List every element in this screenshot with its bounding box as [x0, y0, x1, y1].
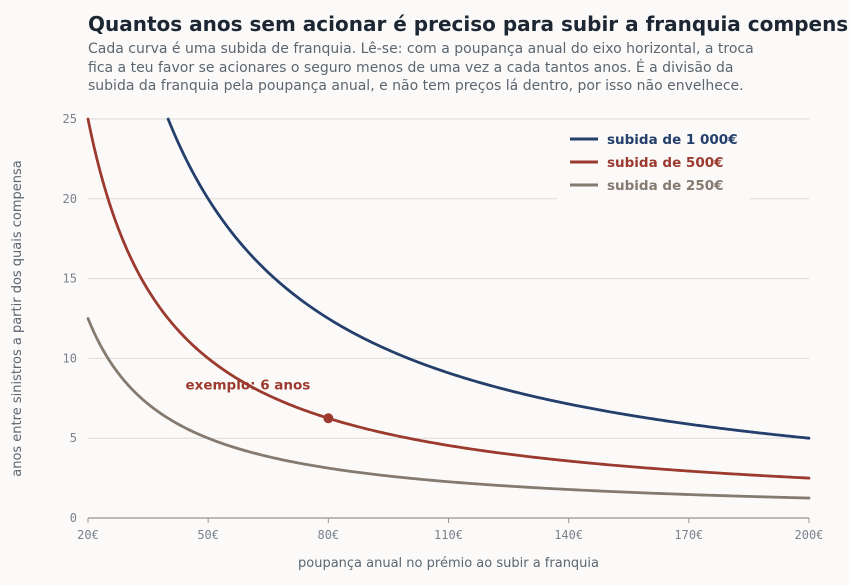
- y-axis: 0 5 10 15 20 25: [63, 112, 77, 525]
- page-subtitle: Cada curva é uma subida de franquia. Lê-…: [88, 40, 754, 96]
- series-line: [86, 317, 811, 500]
- x-axis-label: poupança anual no prémio ao subir a fran…: [298, 556, 599, 571]
- y-tick-label: 5: [70, 431, 77, 445]
- series-line: [166, 117, 811, 440]
- x-tick-label: 110€: [434, 528, 463, 542]
- subtitle-line: fica a teu favor se acionares o seguro m…: [88, 59, 734, 76]
- y-tick-label: 25: [63, 112, 77, 126]
- x-tick-label: 80€: [317, 528, 339, 542]
- y-tick-label: 10: [63, 351, 77, 365]
- series-line: [86, 117, 811, 480]
- y-tick-label: 0: [70, 511, 77, 525]
- x-tick-label: 50€: [197, 528, 219, 542]
- x-tick-label: 200€: [795, 528, 824, 542]
- x-tick-label: 140€: [554, 528, 583, 542]
- x-axis: 20€ 50€ 80€ 110€ 140€ 170€ 200€: [77, 517, 824, 542]
- page-title: Quantos anos sem acionar é preciso para …: [88, 12, 849, 36]
- series-lines: [86, 117, 811, 500]
- subtitle-line: subida da franquia pela poupança anual, …: [88, 78, 744, 94]
- x-tick-label: 20€: [77, 528, 99, 542]
- legend-label: subida de 500€: [607, 155, 724, 171]
- y-tick-label: 20: [63, 192, 77, 206]
- x-tick-label: 170€: [674, 528, 703, 542]
- y-tick-label: 15: [63, 272, 77, 286]
- subtitle-line: Cada curva é uma subida de franquia. Lê-…: [88, 41, 754, 57]
- annotation: exemplo: 6 anos: [185, 377, 334, 424]
- legend-label: subida de 1 000€: [607, 132, 738, 148]
- legend-label: subida de 250€: [607, 178, 724, 194]
- y-axis-label: anos entre sinistros a partir dos quais …: [10, 160, 25, 477]
- annotation-label: exemplo: 6 anos: [185, 377, 310, 393]
- annotation-point: [323, 413, 334, 424]
- legend: subida de 1 000€ subida de 500€ subida de …: [557, 124, 750, 202]
